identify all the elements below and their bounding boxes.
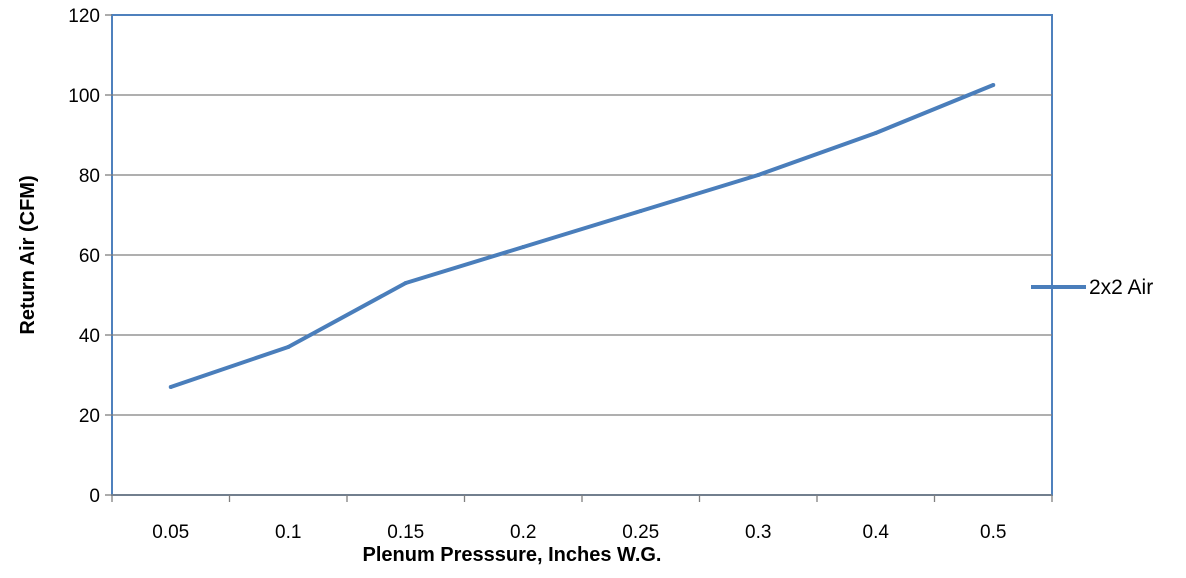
x-tick-label: 0.5 [980,522,1006,543]
axes: 0 20 40 60 80 100 120 0.05 0.1 0.15 0.2 0.25 0.3 0.4 0… [68,6,1053,543]
x-tick-label: 0.15 [387,522,424,543]
series-line [170,83,995,389]
data-point [638,209,643,213]
data-point [756,173,761,177]
x-tick-label: 0.3 [745,522,771,543]
y-tick-label: 20 [79,406,100,427]
x-tick-label: 0.25 [622,522,659,543]
x-tick-label: 0.05 [152,522,189,543]
legend: 2x2 Air [1031,276,1153,299]
data-point [403,281,408,285]
x-tick-label: 0.4 [863,522,890,543]
data-point [873,131,878,135]
y-tick-label: 100 [68,86,100,107]
y-tick-label: 0 [89,486,100,507]
y-tick-label: 120 [68,6,100,27]
y-axis-title: Return Air (CFM) [17,175,39,334]
series-layer [168,83,996,389]
data-point [286,345,291,349]
data-point [991,83,996,87]
data-point [168,385,173,389]
data-point [521,245,526,249]
gridlines [112,94,1052,416]
y-tick-label: 60 [79,246,100,267]
x-tick-label: 0.2 [510,522,536,543]
y-tick-label: 80 [79,166,100,187]
x-axis-title: Plenum Presssure, Inches W.G. [362,544,661,566]
x-tick-label: 0.1 [275,522,301,543]
legend-label: 2x2 Air [1089,276,1153,299]
y-tick-label: 40 [79,326,100,347]
